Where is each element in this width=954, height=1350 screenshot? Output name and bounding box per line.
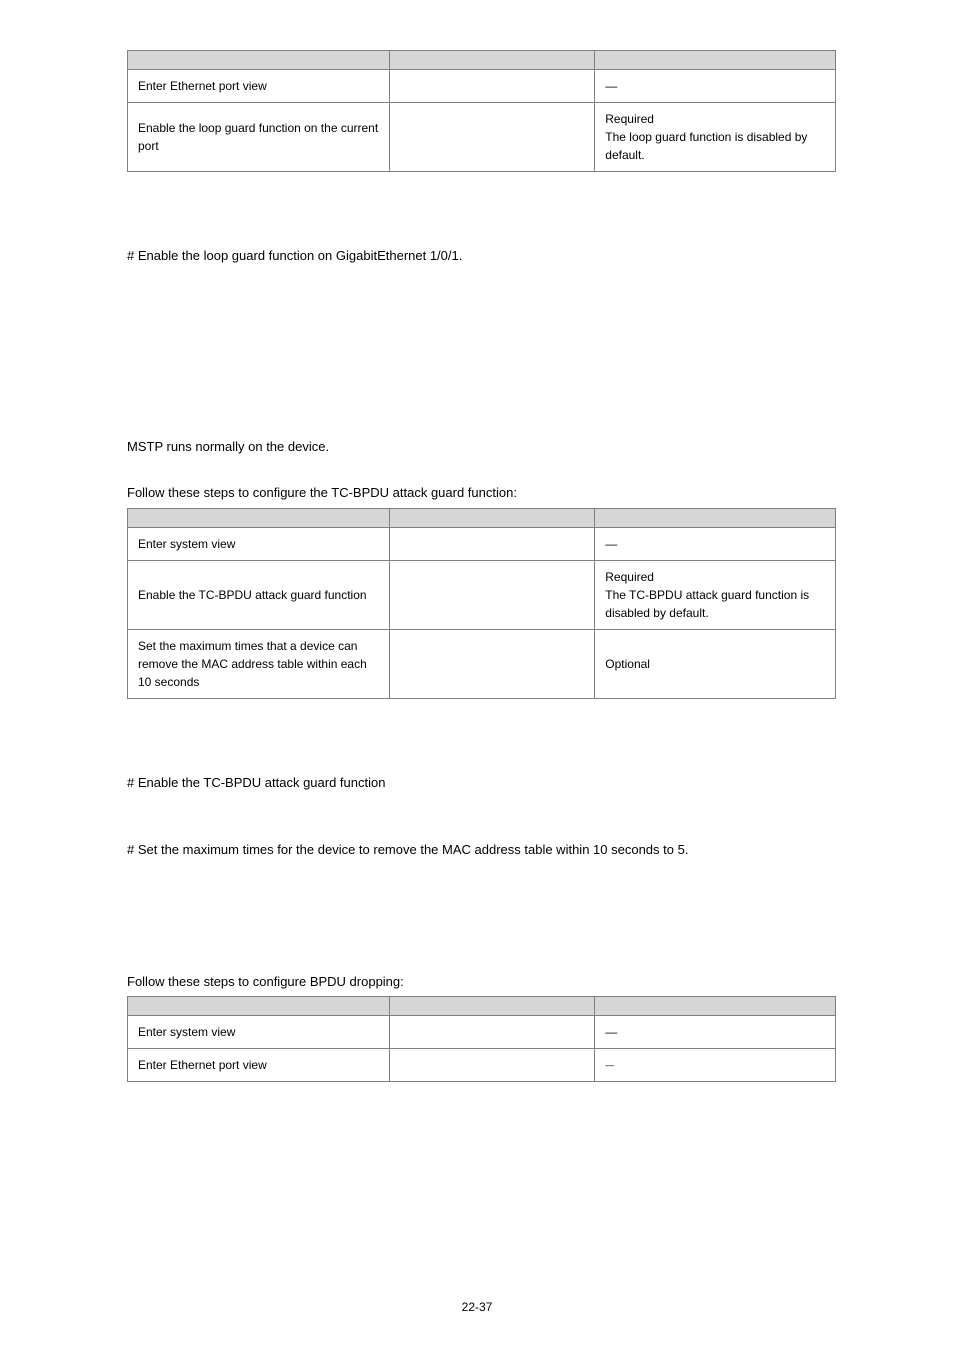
cell: Enter system view (128, 527, 390, 560)
cell: Optional (595, 629, 836, 698)
cell-line: Required (605, 570, 654, 584)
cell: Required The loop guard function is disab… (595, 103, 836, 172)
paragraph: MSTP runs normally on the device. (127, 437, 836, 457)
cell: Enter Ethernet port view (128, 70, 390, 103)
table-row: Enter Ethernet port view –– (128, 1049, 836, 1082)
cell: Enable the TC-BPDU attack guard function (128, 560, 390, 629)
paragraph: # Enable the loop guard function on Giga… (127, 246, 836, 266)
cell: Enter Ethernet port view (128, 1049, 390, 1082)
table-header-row (128, 997, 836, 1016)
cell: –– (595, 1049, 836, 1082)
table-tc-bpdu: Enter system view — Enable the TC-BPDU a… (127, 508, 836, 699)
cell: Required The TC-BPDU attack guard functio… (595, 560, 836, 629)
table-row: Enter system view — (128, 1016, 836, 1049)
table-loop-guard: Enter Ethernet port view — Enable the lo… (127, 50, 836, 172)
cell (389, 70, 594, 103)
page: Enter Ethernet port view — Enable the lo… (0, 0, 954, 1350)
cell (389, 103, 594, 172)
cell: Enter system view (128, 1016, 390, 1049)
table-row: Set the maximum times that a device can … (128, 629, 836, 698)
paragraph: # Enable the TC-BPDU attack guard functi… (127, 773, 836, 793)
table-row: Enable the loop guard function on the cu… (128, 103, 836, 172)
page-number: 22-37 (0, 1300, 954, 1314)
cell (389, 1049, 594, 1082)
dash: –– (605, 1061, 614, 1070)
cell (389, 1016, 594, 1049)
cell: Set the maximum times that a device can … (128, 629, 390, 698)
table-row: Enable the TC-BPDU attack guard function… (128, 560, 836, 629)
cell-line: The loop guard function is disabled by d… (605, 130, 807, 162)
table-header-row (128, 508, 836, 527)
dash: — (605, 1025, 617, 1039)
table-row: Enter system view — (128, 527, 836, 560)
paragraph: Follow these steps to configure the TC-B… (127, 483, 836, 503)
cell (389, 527, 594, 560)
cell-line: Required (605, 112, 654, 126)
paragraph: # Set the maximum times for the device t… (127, 840, 836, 860)
table-bpdu-drop: Enter system view — Enter Ethernet port … (127, 996, 836, 1082)
cell-line: The TC-BPDU attack guard function is dis… (605, 588, 809, 620)
table-header-row (128, 51, 836, 70)
cell: Enable the loop guard function on the cu… (128, 103, 390, 172)
cell: — (595, 1016, 836, 1049)
paragraph: Follow these steps to configure BPDU dro… (127, 972, 836, 992)
cell (389, 560, 594, 629)
cell: — (595, 70, 836, 103)
cell: — (595, 527, 836, 560)
cell (389, 629, 594, 698)
table-row: Enter Ethernet port view — (128, 70, 836, 103)
